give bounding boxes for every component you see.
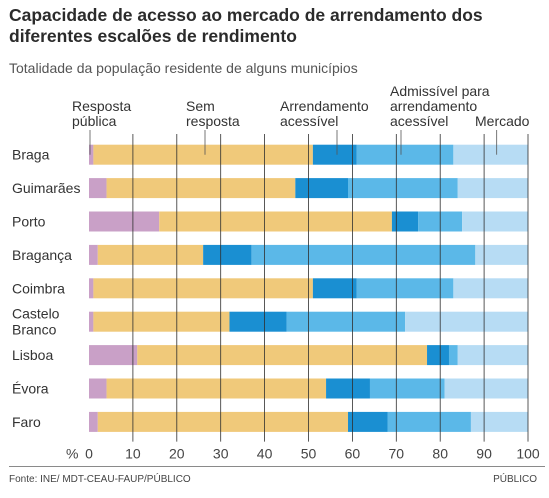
bar-segment	[356, 144, 454, 165]
bars-layer	[89, 144, 528, 432]
x-axis-unit-label: %	[66, 446, 78, 462]
bar-segment	[369, 378, 445, 399]
bar-segment	[203, 244, 252, 265]
bar-segment	[159, 211, 392, 232]
grid-layer	[132, 134, 529, 442]
bar-segment	[462, 211, 528, 232]
chart-title: Capacidade de acesso ao mercado de arren…	[9, 5, 483, 46]
x-tick-label: 70	[389, 446, 405, 462]
legend-label: Arrendamento acessível	[280, 98, 369, 129]
bar-segment	[89, 211, 160, 232]
category-label: Bragança	[12, 247, 72, 263]
bar-segment	[89, 244, 98, 265]
x-tick-label: 90	[476, 446, 492, 462]
x-tick-label: 10	[125, 446, 141, 462]
chart-subtitle: Totalidade da população residente de alg…	[9, 60, 358, 76]
bar-segment	[89, 411, 98, 432]
bar-segment	[89, 378, 107, 399]
bar-segment	[453, 278, 528, 299]
bar-segment	[405, 311, 528, 332]
bar-segment	[229, 311, 287, 332]
bar-segment	[89, 278, 94, 299]
x-axis: 0 10 20 30 40 50 60 70 80 90 100%	[66, 446, 540, 462]
category-label: Coimbra	[12, 280, 65, 296]
bar-segment	[448, 345, 458, 366]
bar-segment	[387, 411, 471, 432]
bar-segment	[97, 411, 349, 432]
bar-segment	[356, 278, 454, 299]
bar-segment	[97, 244, 204, 265]
bar-segment	[89, 345, 138, 366]
category-label: Lisboa	[12, 347, 53, 363]
bar-segment	[348, 411, 388, 432]
legend-label: Mercado	[475, 113, 530, 129]
x-tick-label: 40	[257, 446, 273, 462]
x-tick-label: 50	[301, 446, 317, 462]
bar-segment	[444, 378, 528, 399]
category-label: Guimarães	[12, 180, 80, 196]
x-tick-label: 0	[85, 446, 93, 462]
category-label: Porto	[12, 214, 46, 230]
bar-segment	[137, 345, 428, 366]
bar-segment	[312, 144, 357, 165]
bar-segment	[106, 178, 296, 199]
legend-layer: Resposta pública Sem resposta Arrendamento ac…	[72, 83, 530, 155]
x-tick-label: 60	[345, 446, 361, 462]
bar-segment	[93, 144, 313, 165]
bar-segment	[326, 378, 370, 399]
bar-segment	[457, 178, 528, 199]
bar-segment	[453, 144, 528, 165]
bar-segment	[251, 244, 476, 265]
bar-segment	[475, 244, 528, 265]
bar-segment	[93, 278, 313, 299]
bar-segment	[106, 378, 327, 399]
category-label: Braga	[12, 147, 50, 163]
bar-segment	[348, 178, 458, 199]
category-label: Faro	[12, 414, 41, 430]
bar-segment	[312, 278, 357, 299]
bar-segment	[89, 144, 94, 165]
labels-layer: Braga Guimarães Porto Bragança Coimbra Castel…	[12, 147, 80, 430]
bar-segment	[457, 345, 528, 366]
publisher-label: PÚBLICO	[493, 474, 537, 485]
x-tick-label: 30	[213, 446, 229, 462]
category-label: Évora	[12, 381, 49, 397]
bar-segment	[286, 311, 406, 332]
source-note: Fonte: INE/ MDT-CEAU-FAUP/PÚBLICO	[9, 474, 191, 485]
bar-segment	[391, 211, 419, 232]
legend-label: Sem resposta	[186, 98, 240, 129]
x-tick-label: 80	[432, 446, 448, 462]
bar-segment	[470, 411, 528, 432]
bar-segment	[93, 311, 230, 332]
bar-segment	[427, 345, 449, 366]
category-label: Castelo Branco	[12, 306, 60, 338]
bar-segment	[89, 178, 107, 199]
legend-label: Admissível para arrendamento acessível	[390, 83, 490, 129]
x-tick-label: 20	[169, 446, 185, 462]
x-tick-label: 100	[516, 446, 540, 462]
legend-label: Resposta pública	[72, 98, 131, 129]
footer-divider	[9, 466, 545, 467]
bar-segment	[89, 311, 94, 332]
bar-segment	[295, 178, 349, 199]
